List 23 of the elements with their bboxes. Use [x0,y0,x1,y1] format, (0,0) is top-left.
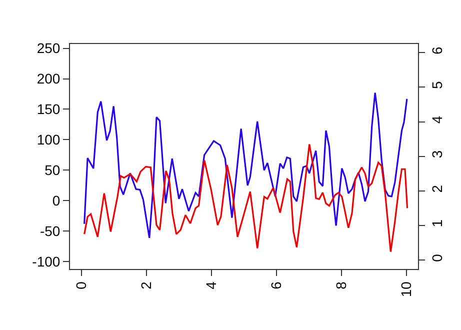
line-series [84,92,408,239]
x-tick-label: 0 [72,281,89,290]
line-series [84,143,408,253]
y-tick-label: 100 [36,132,60,148]
y2-tick-label: 1 [428,219,445,228]
y-tick-label: 150 [36,101,60,118]
y2-tick-label: 4 [428,116,445,124]
y-tick-label: -50 [40,223,60,240]
y-tick-label: 250 [36,40,60,56]
y2-tick-label: 2 [428,184,445,193]
x-tick-label: 8 [333,281,350,290]
y2-tick-label: 6 [428,46,445,54]
y2-tick-label: 0 [428,254,445,262]
x-tick-label: 6 [268,281,284,290]
y-tick-label: 50 [44,162,60,178]
x-tick-label: 4 [203,281,220,290]
x-tick-label: 2 [138,281,154,290]
y-tick-label: -100 [32,254,60,270]
y2-tick-label: 5 [428,81,445,89]
y-tick-label: 200 [36,70,60,87]
x-tick-label: 10 [398,281,414,298]
y2-tick-label: 3 [428,150,445,158]
y-tick-label: 0 [52,192,60,209]
